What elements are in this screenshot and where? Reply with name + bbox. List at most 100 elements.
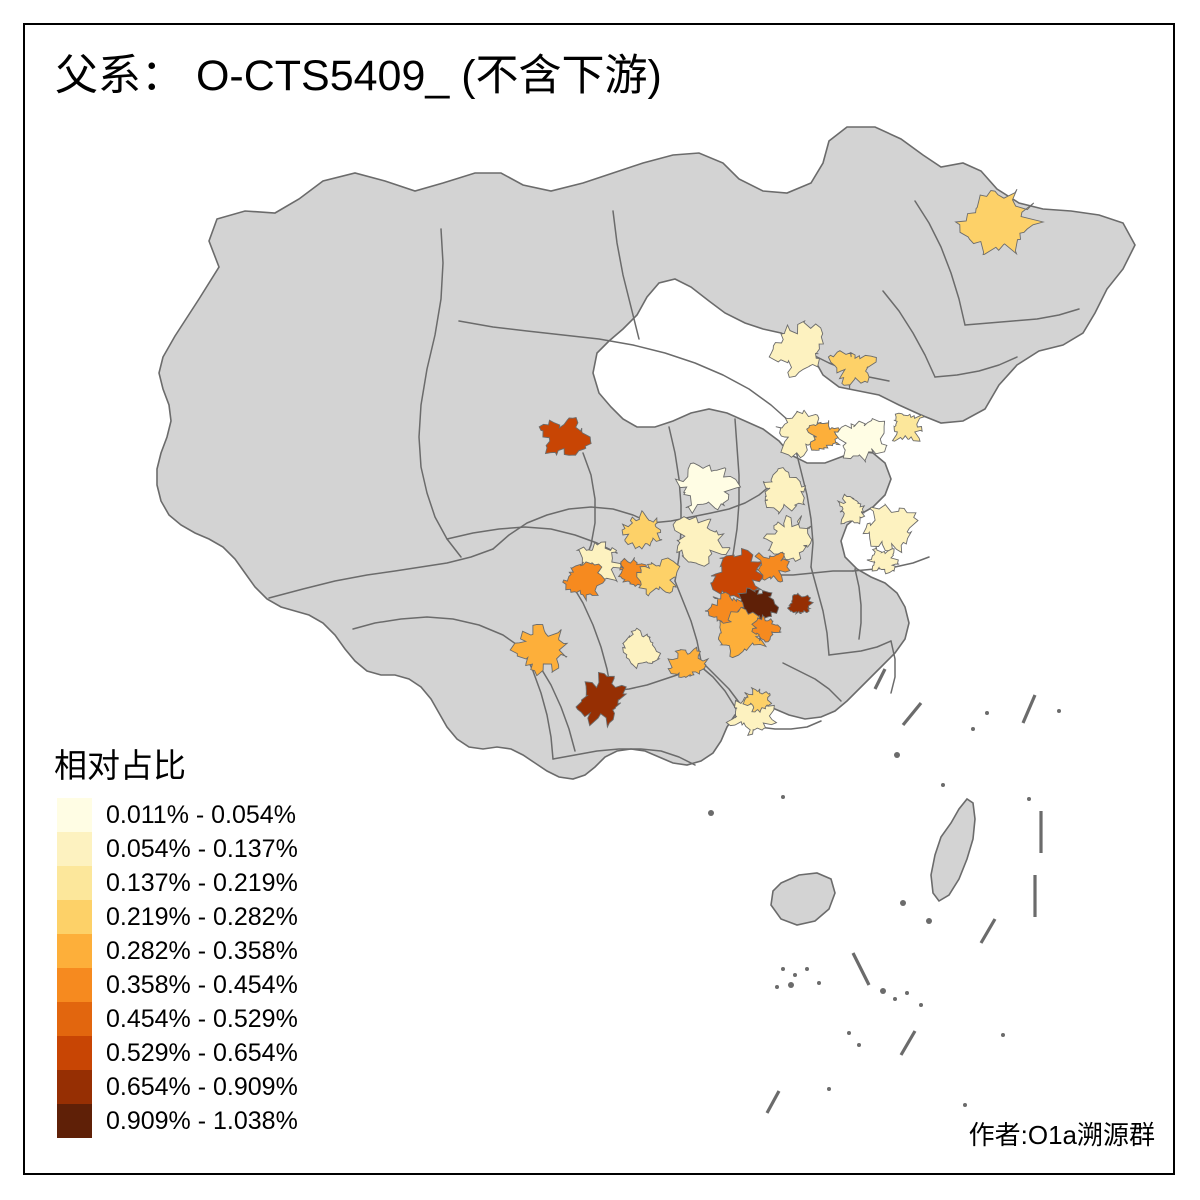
prefecture-region[interactable]: [762, 467, 807, 515]
province-border-line: [674, 580, 702, 662]
province-border-line: [458, 320, 804, 438]
legend-row: 0.282% - 0.358%: [50, 934, 380, 969]
prefecture-choropleth-layer[interactable]: [509, 188, 1045, 736]
island-speck: [971, 727, 975, 731]
island-speck: [926, 918, 932, 924]
legend-row: 0.909% - 1.038%: [50, 1104, 380, 1139]
prefecture-region[interactable]: [538, 416, 592, 457]
prefecture-region[interactable]: [562, 561, 606, 603]
island-speck: [963, 1103, 967, 1107]
nine-dash-line-segment: [1021, 694, 1037, 724]
legend-swatch: [57, 1104, 92, 1139]
island-speck: [805, 967, 809, 971]
island-speck: [893, 997, 897, 1001]
province-border-line: [914, 200, 966, 326]
nine-dash-line-segment: [765, 1090, 781, 1114]
province-border-line: [890, 640, 896, 694]
legend-swatch: [57, 1036, 92, 1071]
nine-dash-line-segment: [901, 701, 923, 727]
south-china-sea-islands: [708, 668, 1061, 1114]
island-speck: [905, 991, 909, 995]
prefecture-region[interactable]: [786, 592, 815, 616]
prefecture-region[interactable]: [575, 671, 628, 729]
legend-entries: 0.011% - 0.054% 0.054% - 0.137% 0.137% - 0…: [50, 798, 380, 1139]
legend-swatch: [57, 1002, 92, 1037]
prefecture-region[interactable]: [866, 546, 900, 575]
legend-row: 0.358% - 0.454%: [50, 968, 380, 1003]
prefecture-region[interactable]: [674, 462, 742, 515]
province-border-line: [700, 660, 742, 706]
province-border-line: [882, 290, 936, 378]
province-border-line: [934, 356, 1018, 378]
prefecture-region[interactable]: [806, 420, 842, 451]
island-speck: [894, 752, 900, 758]
prefecture-region[interactable]: [672, 515, 731, 567]
prefecture-region[interactable]: [741, 686, 773, 714]
legend: 相对占比 0.011% - 0.054% 0.054% - 0.137% 0.137…: [50, 747, 380, 1139]
province-border-line: [668, 426, 682, 582]
prefecture-region[interactable]: [836, 493, 866, 525]
province-border-line: [418, 228, 462, 558]
prefecture-region[interactable]: [762, 514, 813, 562]
legend-swatch: [57, 1070, 92, 1105]
island-speck: [857, 1043, 861, 1047]
legend-row: 0.011% - 0.054%: [50, 798, 380, 833]
attribution-text: 作者:O1a溯源群: [968, 1120, 1155, 1150]
province-border-line: [268, 548, 494, 599]
legend-swatch: [57, 798, 92, 833]
prefecture-region[interactable]: [954, 188, 1045, 256]
island-speck: [1057, 709, 1061, 713]
legend-label: 0.054% - 0.137%: [106, 834, 298, 863]
province-border-line: [612, 210, 640, 340]
nine-dash-line-segment: [873, 668, 887, 690]
province-border-line: [782, 662, 842, 702]
legend-label: 0.654% - 0.909%: [106, 1072, 298, 1101]
prefecture-region[interactable]: [754, 552, 791, 583]
legend-title: 相对占比: [54, 747, 186, 784]
legend-label: 0.219% - 0.282%: [106, 902, 298, 931]
island-speck: [941, 783, 945, 787]
taiwan-shape: [930, 797, 976, 903]
legend-row: 0.137% - 0.219%: [50, 866, 380, 901]
prefecture-region[interactable]: [775, 409, 825, 459]
province-border-line: [538, 664, 576, 752]
prefecture-region[interactable]: [621, 509, 663, 550]
prefecture-region[interactable]: [636, 557, 681, 597]
prefecture-region[interactable]: [509, 623, 569, 677]
legend-row: 0.654% - 0.909%: [50, 1070, 380, 1105]
legend-label: 0.137% - 0.219%: [106, 868, 298, 897]
legend-swatch: [57, 934, 92, 969]
legend-label: 0.358% - 0.454%: [106, 970, 298, 999]
legend-row: 0.454% - 0.529%: [50, 1002, 380, 1037]
province-border-line: [446, 526, 618, 554]
legend-row: 0.219% - 0.282%: [50, 900, 380, 935]
prefecture-region[interactable]: [827, 350, 877, 390]
province-border-line: [854, 568, 862, 640]
province-border-line: [810, 566, 830, 656]
prefecture-region[interactable]: [862, 503, 919, 554]
island-speck: [919, 1003, 923, 1007]
legend-label: 0.282% - 0.358%: [106, 936, 298, 965]
page-title: 父系： O-CTS5409_ (不含下游): [55, 52, 662, 100]
prefecture-region[interactable]: [751, 615, 782, 643]
island-speck: [827, 1087, 831, 1091]
island-speck: [985, 711, 989, 715]
mainland-china-shape: [156, 126, 1136, 780]
prefecture-region[interactable]: [833, 417, 888, 463]
island-speck: [900, 900, 906, 906]
island-speck: [1001, 1033, 1005, 1037]
china-landmass: [156, 126, 1136, 926]
nine-dash-line-segment: [979, 918, 997, 944]
hainan-shape: [770, 872, 836, 926]
legend-label: 0.909% - 1.038%: [106, 1106, 298, 1135]
prefecture-region[interactable]: [622, 627, 662, 670]
legend-label: 0.529% - 0.654%: [106, 1038, 298, 1067]
island-speck: [781, 967, 785, 971]
choropleth-map[interactable]: [23, 23, 1175, 1175]
prefecture-region[interactable]: [768, 320, 824, 378]
nine-dash-line-segment: [899, 1030, 917, 1056]
prefecture-region[interactable]: [667, 646, 710, 678]
prefecture-region[interactable]: [891, 412, 925, 442]
island-speck: [781, 795, 785, 799]
